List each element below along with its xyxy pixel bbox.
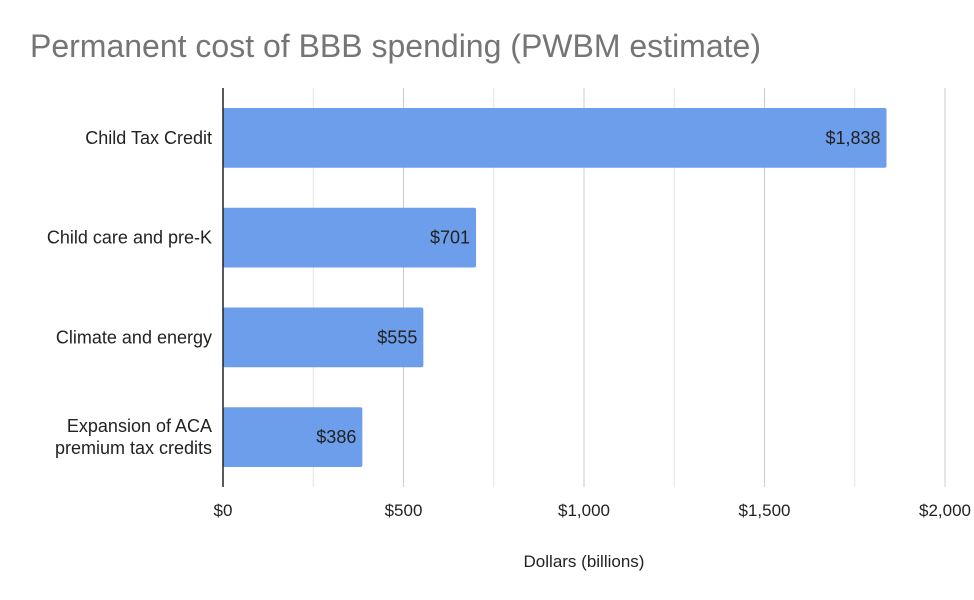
category-label: Expansion of ACA premium tax credits [55, 416, 212, 458]
bars [223, 107, 887, 468]
x-tick-label: $500 [385, 501, 423, 520]
chart-title: Permanent cost of BBB spending (PWBM est… [30, 28, 761, 64]
x-tick-label: $1,000 [558, 501, 610, 520]
data-label: $1,838 [825, 128, 880, 148]
x-tick-label: $1,500 [739, 501, 791, 520]
category-label-line: Expansion of ACA [67, 416, 212, 436]
labels: $1,838 Child Tax Credit $701 Child care and… [47, 128, 971, 571]
category-label-line: Child care and pre-K [47, 228, 212, 248]
bar [223, 407, 363, 468]
data-label: $386 [316, 427, 356, 447]
data-label: $701 [430, 228, 470, 248]
category-label: Climate and energy [56, 327, 212, 347]
x-axis-title: Dollars (billions) [524, 552, 645, 571]
category-label-line: premium tax credits [55, 438, 212, 458]
x-tick-label: $2,000 [919, 501, 971, 520]
x-tick-label: $0 [214, 501, 233, 520]
category-label-line: Child Tax Credit [85, 128, 212, 148]
bar [223, 207, 477, 268]
data-label: $555 [377, 327, 417, 347]
category-label: Child Tax Credit [85, 128, 212, 148]
bar [223, 307, 424, 368]
category-label: Child care and pre-K [47, 228, 212, 248]
category-label-line: Climate and energy [56, 327, 212, 347]
bar [223, 107, 887, 168]
